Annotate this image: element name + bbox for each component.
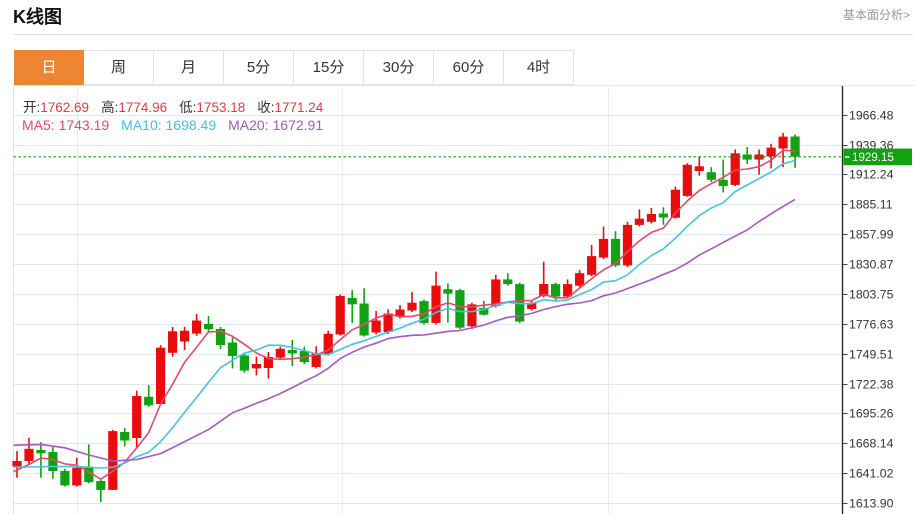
svg-text:1722.38: 1722.38 [849,378,894,392]
svg-text:1803.75: 1803.75 [849,288,894,302]
svg-text:1613.90: 1613.90 [849,497,894,511]
svg-text:1885.11: 1885.11 [849,198,893,212]
svg-text:1695.26: 1695.26 [849,407,894,421]
svg-text:1857.99: 1857.99 [849,228,894,242]
svg-text:1966.48: 1966.48 [849,109,894,123]
svg-text:1929.15: 1929.15 [852,151,894,164]
svg-text:1749.51: 1749.51 [849,348,894,362]
svg-text:1912.24: 1912.24 [849,168,894,182]
svg-text:1776.63: 1776.63 [849,318,894,332]
svg-text:1641.02: 1641.02 [849,467,894,481]
svg-text:1668.14: 1668.14 [849,437,894,451]
svg-text:1830.87: 1830.87 [849,258,894,272]
